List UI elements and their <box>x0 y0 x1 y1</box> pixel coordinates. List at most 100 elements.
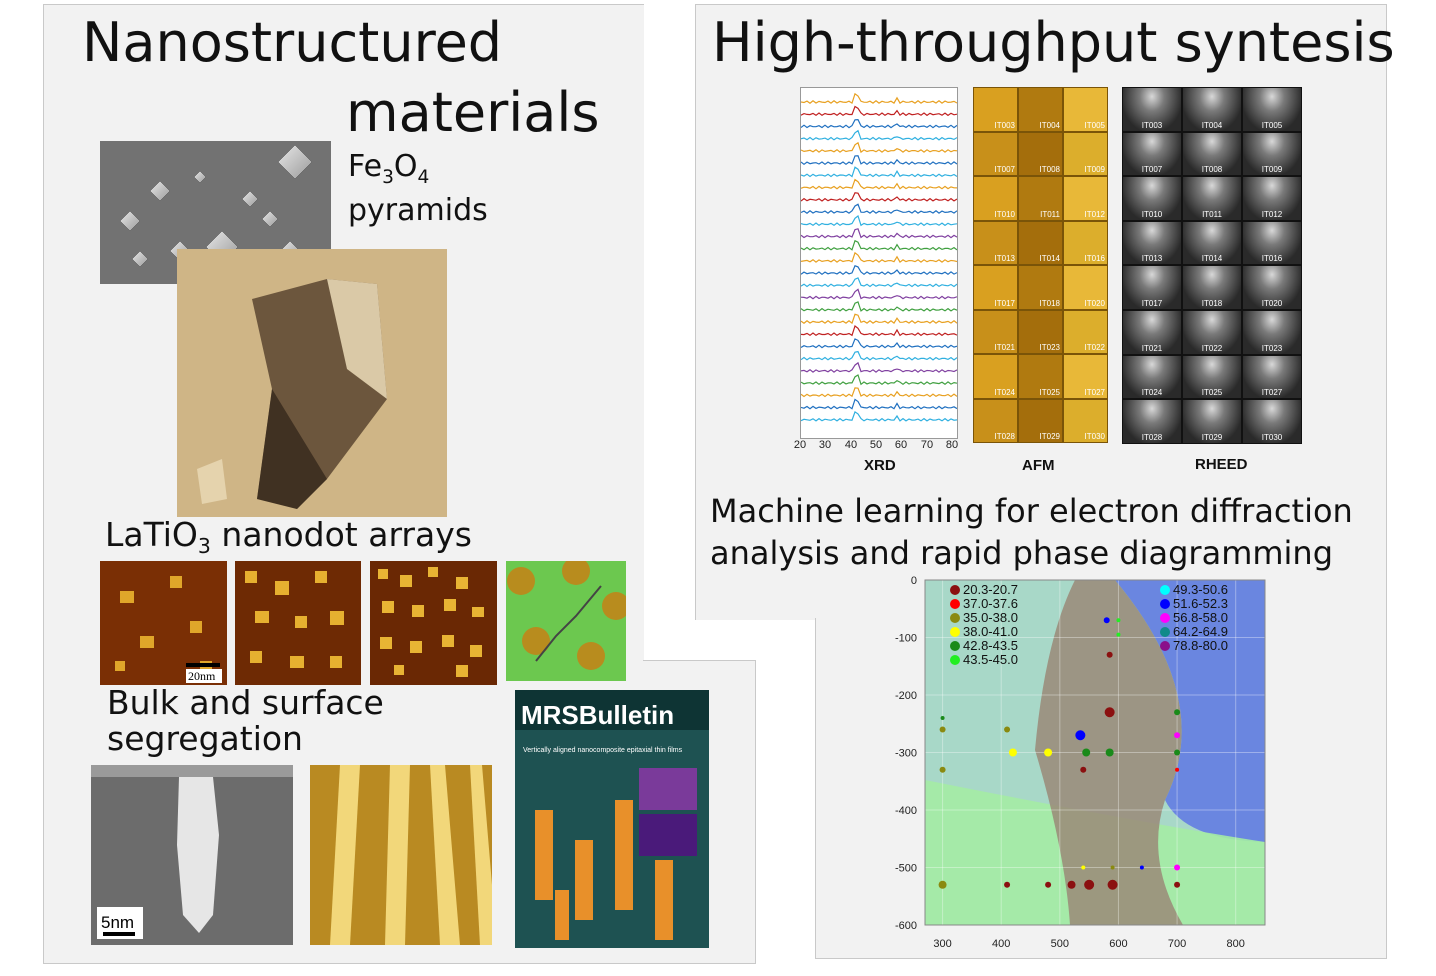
afm-tile-label: IT003 <box>995 121 1015 130</box>
y-tick-label: -200 <box>895 690 917 702</box>
bulk-label-line1: Bulk and surface <box>107 686 384 719</box>
legend-marker <box>950 585 960 595</box>
afm-tile: IT008 <box>1018 132 1063 177</box>
y-tick-label: 0 <box>911 575 917 587</box>
scatter-point <box>1075 730 1085 740</box>
o-subscript: 4 <box>418 167 430 188</box>
rheed-tile-label: IT011 <box>1202 210 1222 219</box>
scatter-point <box>941 716 945 720</box>
xrd-trace <box>801 241 957 250</box>
rheed-grid-tiles: IT003 IT004 IT005 IT007 IT008 IT009 IT010 IT011… <box>1122 87 1302 444</box>
x-tick-label: 600 <box>1109 938 1127 950</box>
nanodot-drawing-2 <box>235 561 361 685</box>
scatter-point <box>1116 618 1120 622</box>
rheed-tile: IT028 <box>1122 399 1182 444</box>
rheed-tile: IT027 <box>1242 355 1302 400</box>
afm-tile-label: IT004 <box>1040 121 1060 130</box>
rheed-tile-label: IT010 <box>1142 210 1162 219</box>
rheed-tile: IT016 <box>1242 221 1302 266</box>
legend-marker <box>1160 627 1170 637</box>
legend-marker <box>950 613 960 623</box>
xrd-trace <box>801 193 957 201</box>
legend-marker <box>950 599 960 609</box>
afm-tile-label: IT012 <box>1085 210 1105 219</box>
x-tick-label: 800 <box>1227 938 1245 950</box>
afm-tile: IT028 <box>973 399 1018 444</box>
afm-tile: IT013 <box>973 221 1018 266</box>
xrd-label: XRD <box>864 457 896 474</box>
rheed-tile-label: IT022 <box>1202 344 1222 353</box>
scatter-point <box>1045 882 1051 888</box>
legend-label: 43.5-45.0 <box>963 652 1018 667</box>
rheed-tile-label: IT030 <box>1262 433 1282 442</box>
x-tick-label: 300 <box>933 938 951 950</box>
legend-label: 20.3-20.7 <box>963 582 1018 597</box>
xrd-trace <box>801 167 957 176</box>
scatter-point <box>1108 880 1118 890</box>
afm-tile: IT003 <box>973 87 1018 132</box>
xrd-trace <box>801 120 957 128</box>
bulk-label-line2: segregation <box>107 722 303 755</box>
afm-label: AFM <box>1022 457 1055 474</box>
rheed-tile-label: IT012 <box>1262 210 1282 219</box>
afm-tile-label: IT028 <box>995 432 1015 441</box>
scatter-point <box>1175 768 1179 772</box>
latio-text: LaTiO <box>105 515 198 554</box>
scatter-point <box>1111 866 1115 870</box>
afm-tile-label: IT020 <box>1085 299 1105 308</box>
pyramids-label: pyramids <box>348 196 488 226</box>
rheed-grid: IT003 IT004 IT005 IT007 IT008 IT009 IT010 IT011… <box>1122 87 1302 444</box>
rheed-tile: IT021 <box>1122 310 1182 355</box>
scatter-point <box>939 881 947 889</box>
afm-tile-label: IT011 <box>1040 210 1060 219</box>
scatter-point <box>1174 882 1180 888</box>
afm-tile-label: IT008 <box>1040 165 1060 174</box>
legend-marker <box>1160 641 1170 651</box>
scatter-point <box>1081 866 1085 870</box>
rheed-tile: IT011 <box>1182 176 1242 221</box>
legend-label: 38.0-41.0 <box>963 624 1018 639</box>
o-symbol: O <box>394 149 418 184</box>
rheed-tile-label: IT016 <box>1262 254 1282 263</box>
xrd-trace <box>801 204 957 213</box>
xrd-trace <box>801 412 957 421</box>
rheed-tile-label: IT007 <box>1142 165 1162 174</box>
xrd-trace <box>801 363 957 372</box>
rheed-tile-label: IT005 <box>1262 121 1282 130</box>
y-tick-label: -500 <box>895 863 917 875</box>
rheed-tile-label: IT004 <box>1202 121 1222 130</box>
xrd-axis: 20 30 40 50 60 70 80 <box>790 436 966 452</box>
x-tick-label: 400 <box>992 938 1010 950</box>
rheed-tile: IT012 <box>1242 176 1302 221</box>
stripe-afm-image <box>310 765 492 945</box>
xrd-trace <box>801 314 957 323</box>
scatter-point <box>1004 882 1010 888</box>
scatter-point <box>1068 881 1076 889</box>
xrd-trace <box>801 278 957 287</box>
rheed-tile: IT023 <box>1242 310 1302 355</box>
afm-tile: IT007 <box>973 132 1018 177</box>
scatter-point <box>1174 732 1180 738</box>
xrd-trace <box>801 107 957 116</box>
xrd-tick: 20 <box>794 439 806 451</box>
scatter-point <box>940 727 946 733</box>
xrd-trace <box>801 302 957 311</box>
afm-tile: IT030 <box>1063 399 1108 444</box>
legend-label: 64.2-64.9 <box>1173 624 1228 639</box>
rheed-tile: IT009 <box>1242 132 1302 177</box>
afm-tile-label: IT022 <box>1085 343 1105 352</box>
afm-tile: IT022 <box>1063 310 1108 355</box>
scatter-point <box>1106 749 1114 757</box>
legend-marker <box>1160 599 1170 609</box>
stem-image: 5nm <box>91 765 293 945</box>
xrd-trace <box>801 326 957 335</box>
rheed-tile: IT014 <box>1182 221 1242 266</box>
scatter-point <box>1082 749 1090 757</box>
afm-tile-label: IT014 <box>1040 254 1060 263</box>
scatter-point <box>1084 880 1094 890</box>
x-tick-label: 700 <box>1168 938 1186 950</box>
scatter-point <box>1004 727 1010 733</box>
rheed-tile: IT022 <box>1182 310 1242 355</box>
scale-5nm: 5nm <box>101 913 134 932</box>
afm-tile: IT021 <box>973 310 1018 355</box>
